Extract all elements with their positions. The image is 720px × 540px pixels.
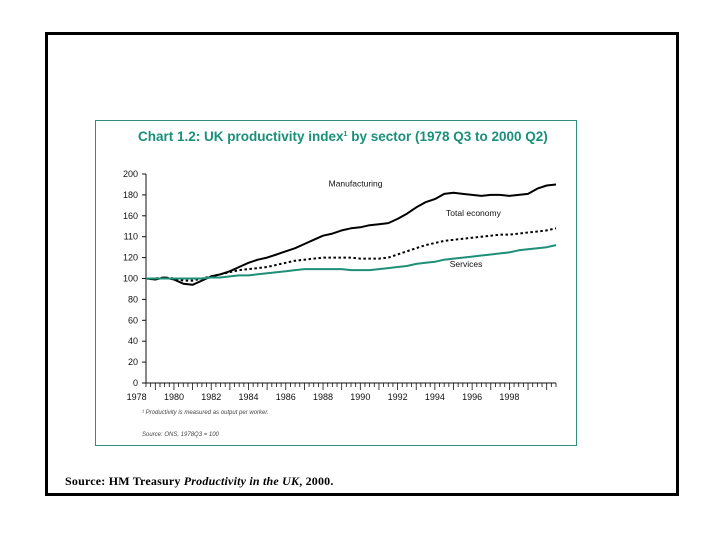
series-labels: Manufacturing Total economy Services — [329, 179, 502, 269]
x-tick-label: 1990 — [350, 392, 370, 402]
source-caption-suffix: , 2000. — [299, 474, 334, 488]
x-tick-label: 1998 — [499, 392, 519, 402]
x-tick-label: 1994 — [425, 392, 445, 402]
y-tick-label: 0 — [133, 378, 138, 388]
series-line-total-economy — [146, 227, 557, 282]
series-line-manufacturing — [145, 183, 557, 286]
y-axis: 0 20 40 60 80 100 120 110 160 180 200 — [123, 169, 147, 388]
x-tick-label: 1988 — [313, 392, 333, 402]
x-tick-label: 1978 — [127, 392, 147, 402]
x-axis: 1978 1980 1982 1984 1986 1988 1990 1992 1994 1996… — [127, 382, 557, 402]
title-suffix: by sector (1978 Q3 to 2000 Q2) — [347, 129, 547, 144]
source-caption-title: Productivity in the UK — [183, 474, 300, 488]
series-label-services: Services — [450, 259, 483, 269]
x-tick-label: 1984 — [238, 392, 258, 402]
title-superscript: 1 — [344, 131, 348, 138]
y-tick-label: 120 — [123, 253, 138, 263]
x-tick-label: 1992 — [388, 392, 408, 402]
series-label-manufacturing: Manufacturing — [329, 179, 383, 189]
y-tick-label: 160 — [123, 211, 138, 221]
y-tick-label: 80 — [128, 294, 138, 304]
y-tick-label: 100 — [123, 274, 138, 284]
chart-title: Chart 1.2: UK productivity index1 by sec… — [138, 129, 548, 144]
chart-source-note: Source: ONS, 1978Q3 = 100 — [142, 432, 220, 438]
source-caption-prefix: Source: HM Treasury — [65, 474, 184, 488]
x-tick-label: 1980 — [164, 392, 184, 402]
series-layer — [145, 183, 557, 286]
y-tick-label: 60 — [128, 315, 138, 325]
y-tick-label: 110 — [124, 232, 138, 242]
source-caption: Source: HM Treasury Productivity in the … — [65, 474, 334, 489]
y-tick-label: 200 — [123, 169, 138, 179]
series-label-total-economy: Total economy — [446, 208, 502, 218]
y-tick-label: 180 — [123, 190, 138, 200]
y-tick-label: 40 — [128, 336, 138, 346]
chart-svg: Chart 1.2: UK productivity index1 by sec… — [123, 129, 557, 438]
x-tick-label: 1996 — [462, 392, 482, 402]
chart-panel: Chart 1.2: UK productivity index1 by sec… — [95, 120, 577, 446]
series-line-services — [146, 244, 557, 280]
x-tick-label: 1986 — [276, 392, 296, 402]
x-tick-label: 1982 — [201, 392, 221, 402]
y-tick-label: 20 — [128, 357, 138, 367]
chart-footnote: ¹ Productivity is measured as output per… — [142, 410, 269, 416]
